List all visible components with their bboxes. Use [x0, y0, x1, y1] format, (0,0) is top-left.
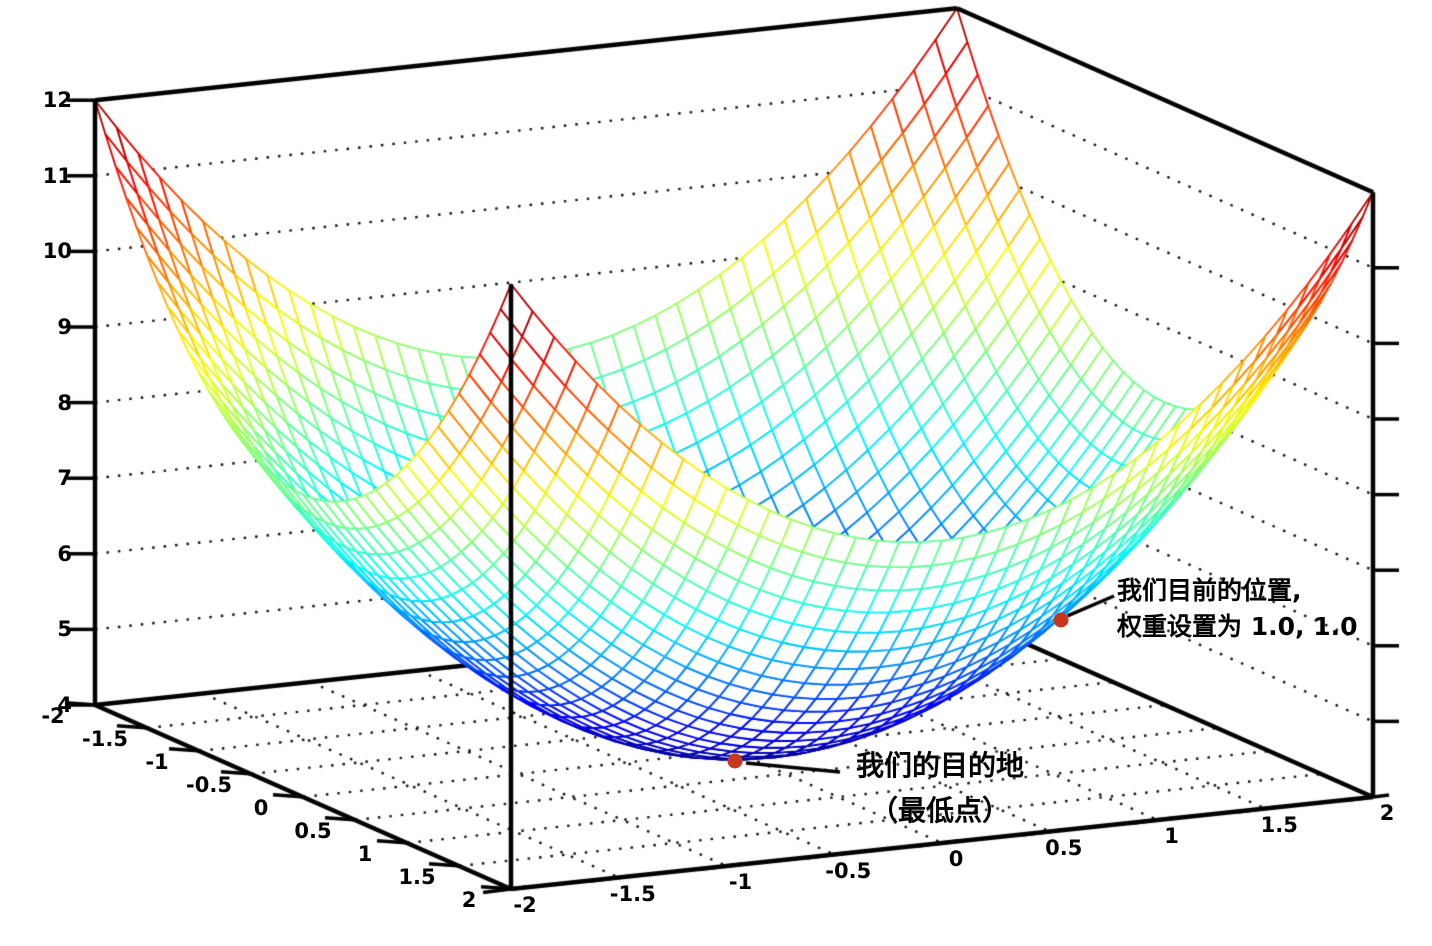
z-axis-tick-label: 5	[57, 617, 72, 642]
annotation-current-position: 我们目前的位置, 权重设置为 1.0, 1.0	[1117, 573, 1357, 645]
y-axis-tick-label: 1.5	[398, 865, 436, 889]
x-axis-tick-label: -0.5	[825, 858, 872, 883]
current-position-marker	[1053, 612, 1068, 628]
y-axis-tick-label: 0.5	[294, 819, 332, 843]
x-axis-tick-label: -1.5	[609, 881, 656, 906]
z-axis-tick-label: 4	[57, 693, 72, 717]
z-axis-tick-label: 8	[57, 390, 72, 415]
x-axis-tick-label: 2	[1379, 801, 1395, 825]
annotation-text-line: 我们目前的位置,	[1117, 576, 1302, 605]
annotation-text-line: 我们的目的地	[855, 749, 1024, 782]
y-axis-tick-label: 1	[357, 842, 373, 866]
y-axis-tick-label: 2	[461, 888, 477, 912]
destination-marker	[727, 753, 743, 769]
z-axis-tick-label: 9	[57, 315, 72, 339]
y-axis-tick-label: -1	[145, 750, 169, 774]
x-axis-tick-label: -2	[513, 893, 537, 917]
x-axis-tick-label: 0.5	[1045, 835, 1083, 860]
z-axis-tick-label: 12	[42, 88, 72, 113]
annotation-text-line: 权重设置为 1.0, 1.0	[1117, 612, 1358, 641]
x-axis-tick-label: -1	[728, 870, 753, 894]
annotation-text-line: （最低点）	[869, 794, 1010, 827]
y-axis-tick-label: -1.5	[82, 727, 128, 751]
z-axis-tick-label: 6	[57, 541, 72, 566]
z-axis-tick-label: 11	[42, 163, 72, 188]
y-axis-tick-label: 0	[253, 796, 269, 820]
x-axis-tick-label: 1.5	[1260, 812, 1298, 837]
annotation-destination: 我们的目的地 （最低点）	[840, 743, 1040, 833]
y-axis-tick-label: -2	[41, 704, 65, 728]
z-axis-tick-label: 10	[42, 239, 72, 264]
x-axis-tick-label: 0	[948, 847, 964, 871]
y-axis-tick-label: -0.5	[186, 773, 232, 797]
x-axis-tick-label: 1	[1164, 824, 1179, 848]
z-axis-tick-label: 7	[57, 466, 72, 491]
